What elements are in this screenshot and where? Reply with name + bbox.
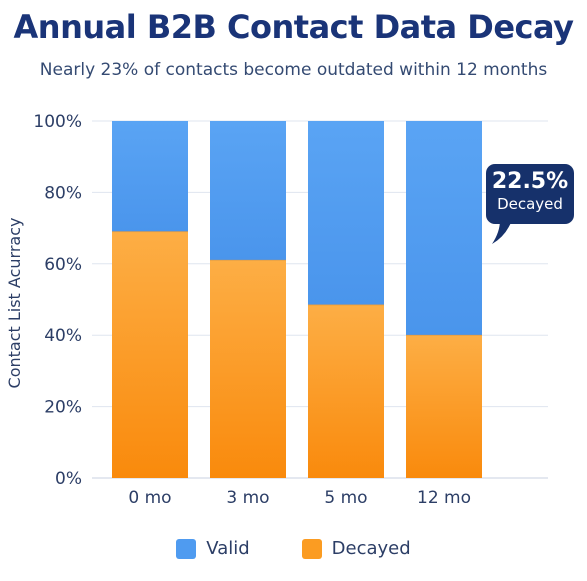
bars — [112, 121, 482, 478]
bar-decayed — [210, 260, 286, 478]
callout-tail — [492, 220, 512, 244]
y-tick-label: 100% — [33, 112, 82, 132]
callout-value: 22.5% — [491, 169, 569, 194]
axis-ticks: 0% 20% 40% 60% 80% 100% 0 mo 3 mo 5 mo 12 mo — [33, 112, 471, 508]
legend-swatch-decayed — [301, 538, 322, 559]
x-tick-label: 3 mo — [226, 488, 269, 508]
bar-valid — [308, 121, 384, 305]
y-tick-label: 80% — [44, 183, 82, 203]
y-tick-label: 0% — [55, 469, 82, 489]
bar-decayed — [308, 304, 384, 478]
y-tick-label: 40% — [44, 326, 82, 346]
legend-item-decayed: Decayed — [301, 538, 411, 559]
bar-valid — [210, 121, 286, 261]
x-tick-label: 12 mo — [417, 488, 471, 508]
bar-decayed — [406, 335, 482, 478]
legend-item-valid: Valid — [176, 538, 250, 559]
decayed-callout: 22.5% Decayed — [486, 164, 574, 224]
chart-title: Annual B2B Contact Data Decay — [13, 8, 574, 46]
x-tick-label: 0 mo — [128, 488, 171, 508]
bar-decayed — [112, 231, 188, 478]
chart-subtitle: Nearly 23% of contacts become outdated w… — [39, 60, 548, 80]
callout-label: Decayed — [497, 195, 563, 213]
legend-swatch-valid — [176, 538, 197, 559]
bar-valid — [112, 121, 188, 232]
legend-label-decayed: Decayed — [331, 538, 411, 559]
legend: Valid Decayed — [0, 538, 587, 559]
y-tick-label: 60% — [44, 255, 82, 275]
y-tick-label: 20% — [44, 398, 82, 418]
legend-label-valid: Valid — [206, 538, 250, 559]
x-tick-label: 5 mo — [324, 488, 367, 508]
y-axis-label: Contact List Acurracy — [5, 218, 24, 389]
bar-valid — [406, 121, 482, 336]
